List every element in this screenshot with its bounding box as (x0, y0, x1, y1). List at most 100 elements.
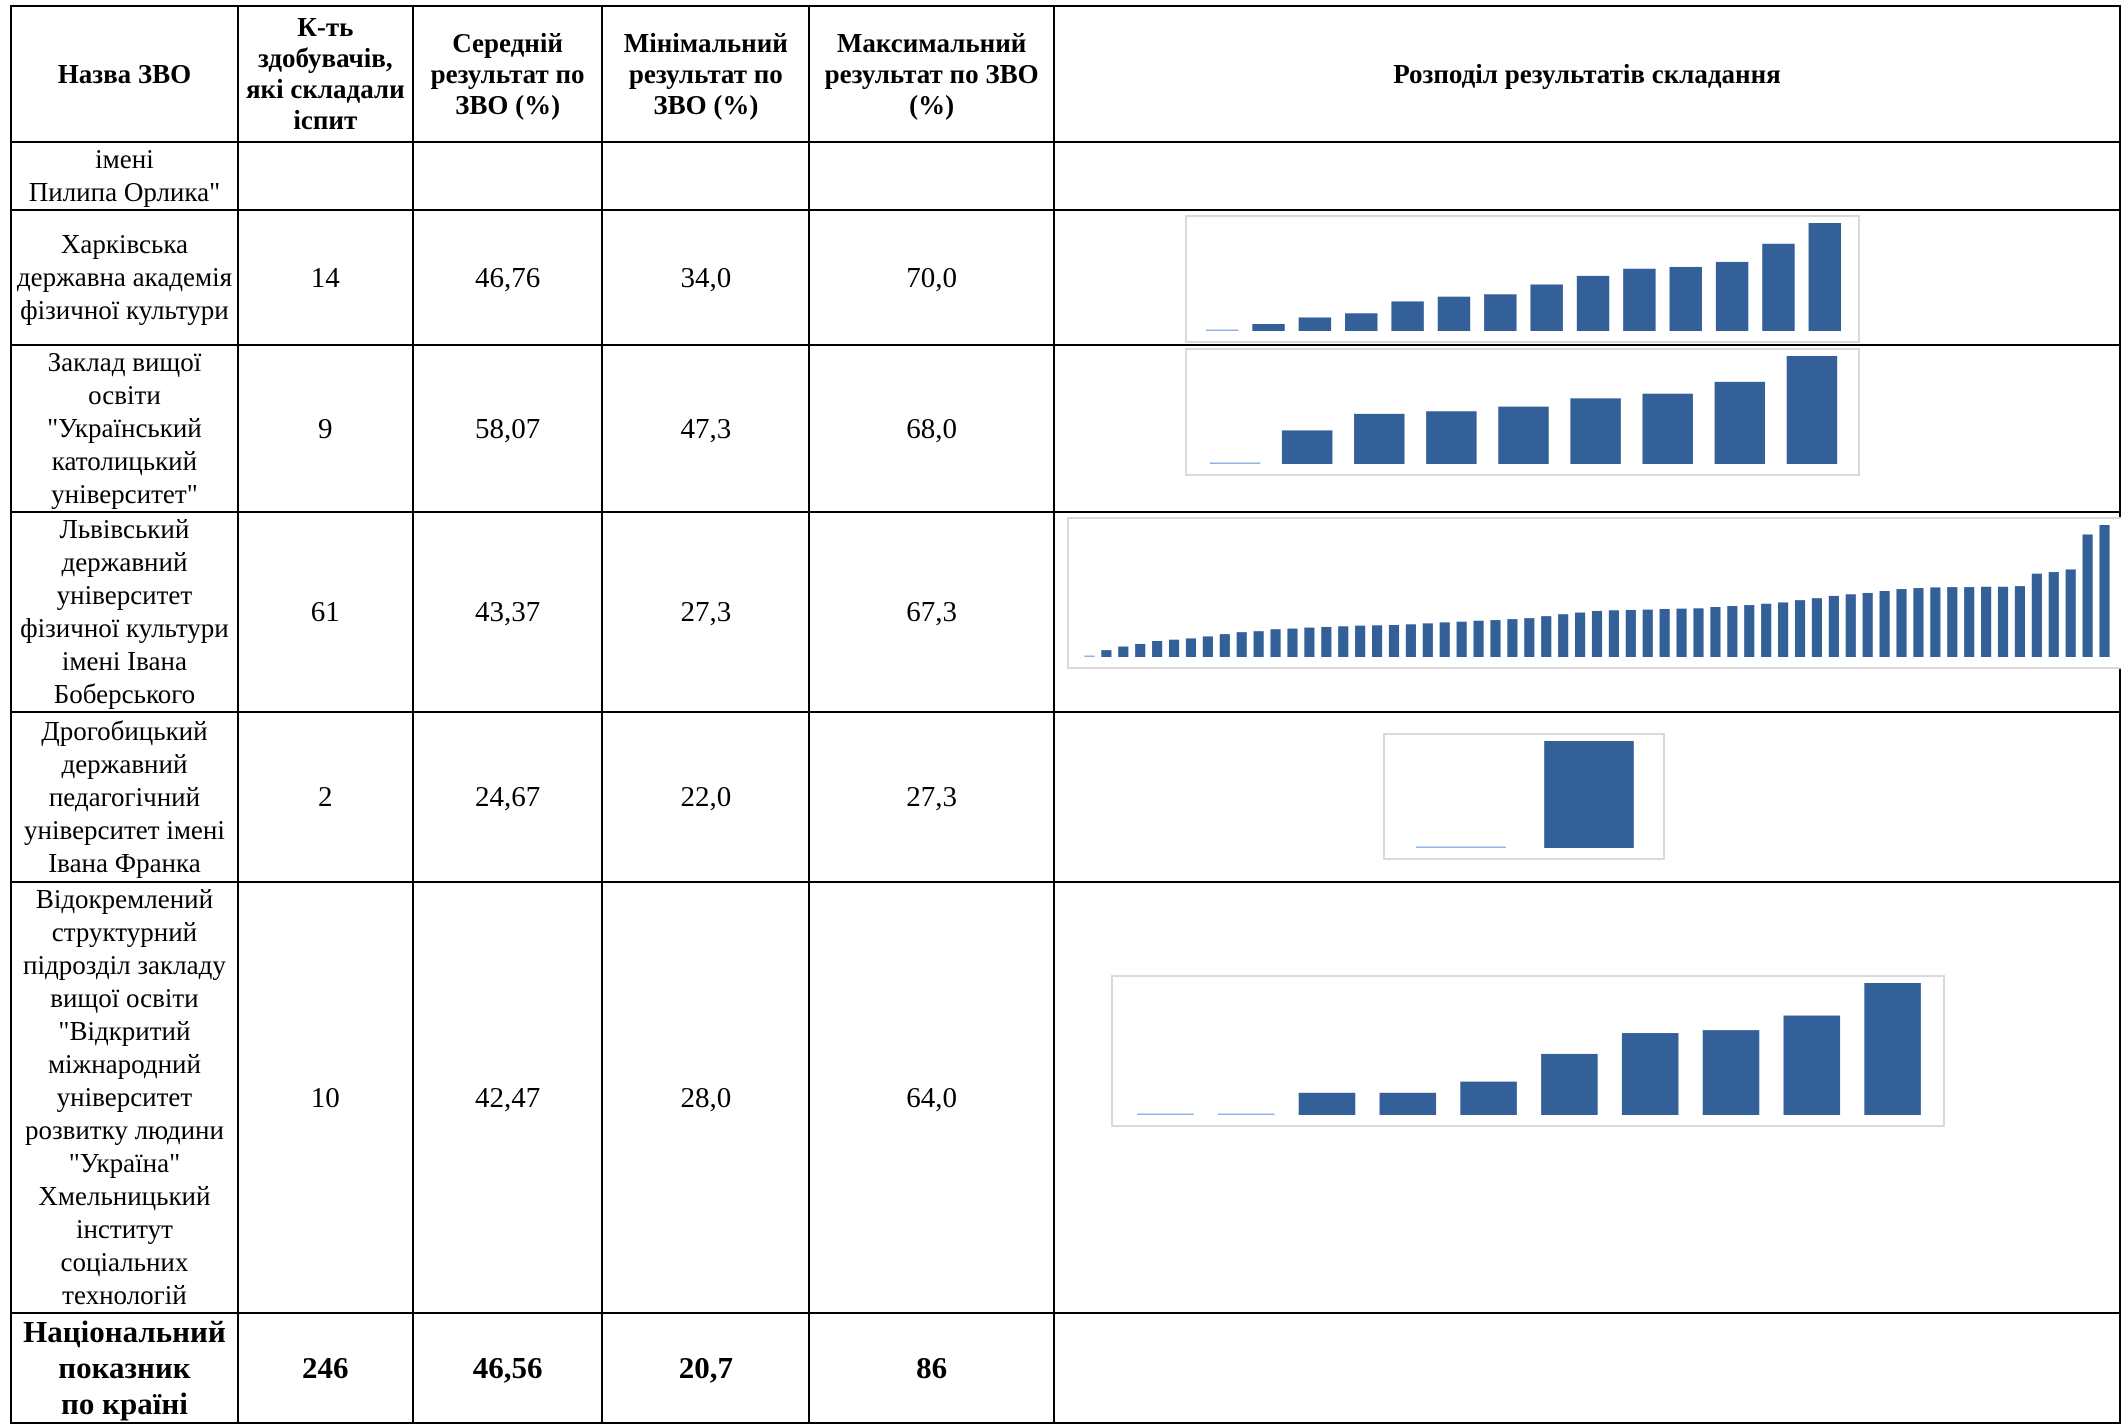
distribution-bar (1498, 406, 1549, 464)
table-row: Заклад вищої освіти "Український католиц… (10, 344, 2121, 513)
max-cell: 70,0 (808, 209, 1055, 346)
distribution-bar (1490, 620, 1501, 657)
distribution-bar (1570, 398, 1621, 464)
distribution-bar (1439, 622, 1450, 657)
distribution-bar (1507, 619, 1518, 657)
distribution-bar (1714, 381, 1766, 464)
table-row: Харківська державна академія фізичної ку… (10, 209, 2121, 346)
distribution-bar (1862, 592, 1873, 657)
min-cell: 34,0 (601, 209, 811, 346)
distribution-bar (1168, 639, 1180, 657)
distribution-bar (1253, 631, 1264, 657)
distribution-bar (1544, 741, 1634, 848)
distribution-bar (1541, 1053, 1598, 1115)
distribution-bar (1808, 223, 1842, 331)
distribution-bar (1786, 356, 1838, 464)
distribution-cell (1052, 141, 2121, 211)
distribution-bar (1783, 1015, 1841, 1115)
count-cell (236, 141, 414, 211)
distribution-bar (1355, 625, 1366, 657)
distribution-chart-svg (1209, 356, 1838, 464)
distribution-bar (1422, 623, 1433, 657)
distribution-bar (1981, 586, 1992, 657)
distribution-bar (1388, 624, 1400, 657)
distribution-bar (1913, 588, 1924, 657)
header-name: Назва ЗВО (10, 5, 239, 143)
distribution-bar (1354, 413, 1405, 464)
distribution-bar (1761, 603, 1772, 657)
avg-cell: 43,37 (411, 511, 604, 713)
distribution-bar (2099, 525, 2110, 657)
distribution-bar (1642, 609, 1653, 657)
min-cell: 27,3 (601, 511, 811, 713)
distribution-chart (1066, 517, 2121, 669)
distribution-chart-svg (1137, 983, 1921, 1115)
institution-name: Відокремлений структурний підрозділ закл… (10, 881, 239, 1314)
distribution-bar (1437, 296, 1471, 331)
count-cell: 10 (236, 881, 414, 1314)
national-distribution-cell (1052, 1312, 2121, 1424)
distribution-bar (1298, 1092, 1356, 1115)
max-cell: 27,3 (808, 711, 1055, 883)
distribution-bar (2065, 569, 2076, 657)
avg-cell: 42,47 (411, 881, 604, 1314)
distribution-bar (1659, 608, 1670, 657)
distribution-bar (1642, 393, 1693, 464)
distribution-bar (1710, 607, 1721, 657)
distribution-bar (1405, 624, 1416, 657)
distribution-bar (1693, 608, 1704, 657)
distribution-bar (1608, 610, 1619, 657)
national-label-text: Національний показник по країні (23, 1314, 226, 1421)
distribution-chart-svg (1416, 741, 1634, 848)
distribution-cell (1052, 511, 2121, 713)
avg-cell: 24,67 (411, 711, 604, 883)
header-count: К-ть здобувачів, які складали іспит (236, 5, 414, 143)
distribution-bar (1879, 591, 1890, 657)
distribution-bar (2048, 572, 2059, 657)
distribution-chart (1382, 733, 1665, 860)
max-cell (808, 141, 1055, 211)
distribution-bar (1997, 586, 2009, 657)
table-row: Львівський державний університет фізично… (10, 511, 2121, 713)
distribution-bar (1460, 1081, 1517, 1115)
distribution-bar (1702, 1030, 1760, 1115)
national-count: 246 (236, 1312, 414, 1424)
header-max: Максимальний результат по ЗВО (%) (808, 5, 1055, 143)
distribution-bar (1524, 618, 1535, 657)
distribution-bar (1811, 598, 1822, 657)
distribution-bar (1828, 595, 1839, 657)
distribution-bar (1623, 268, 1656, 331)
count-cell: 9 (236, 344, 414, 513)
distribution-bar (1625, 609, 1636, 657)
distribution-bar (1574, 612, 1586, 657)
national-avg: 46,56 (411, 1312, 604, 1424)
distribution-bar (1281, 430, 1333, 464)
institution-name: Дрогобицький державний педагогічний унів… (10, 711, 239, 883)
distribution-bar (1202, 636, 1213, 657)
max-cell: 67,3 (808, 511, 1055, 713)
distribution-bar (1391, 301, 1424, 331)
distribution-bar (1205, 329, 1239, 331)
institution-name: Харківська державна академія фізичної ку… (10, 209, 239, 346)
distribution-bar (1762, 243, 1795, 331)
header-distribution: Розподіл результатів складання (1052, 5, 2121, 143)
distribution-bar (1338, 626, 1349, 657)
distribution-bar (1118, 646, 1129, 657)
distribution-chart (1184, 348, 1860, 476)
results-table: Назва ЗВО К-ть здобувачів, які складали … (10, 5, 2121, 1424)
distribution-bar (1558, 614, 1569, 657)
institution-name: Львівський державний університет фізично… (10, 511, 239, 713)
distribution-bar (1778, 602, 1789, 657)
min-cell: 47,3 (601, 344, 811, 513)
distribution-bar (1084, 655, 1095, 657)
distribution-bar (1298, 317, 1332, 331)
distribution-bar (1676, 608, 1687, 657)
institution-name: імені Пилипа Орлика" (10, 141, 239, 211)
distribution-bar (1669, 266, 1702, 331)
distribution-bar (1209, 462, 1261, 464)
distribution-bar (1185, 638, 1197, 657)
avg-cell: 46,76 (411, 209, 604, 346)
distribution-bar (1456, 621, 1467, 657)
distribution-bar (1152, 640, 1163, 657)
distribution-cell (1052, 209, 2121, 346)
